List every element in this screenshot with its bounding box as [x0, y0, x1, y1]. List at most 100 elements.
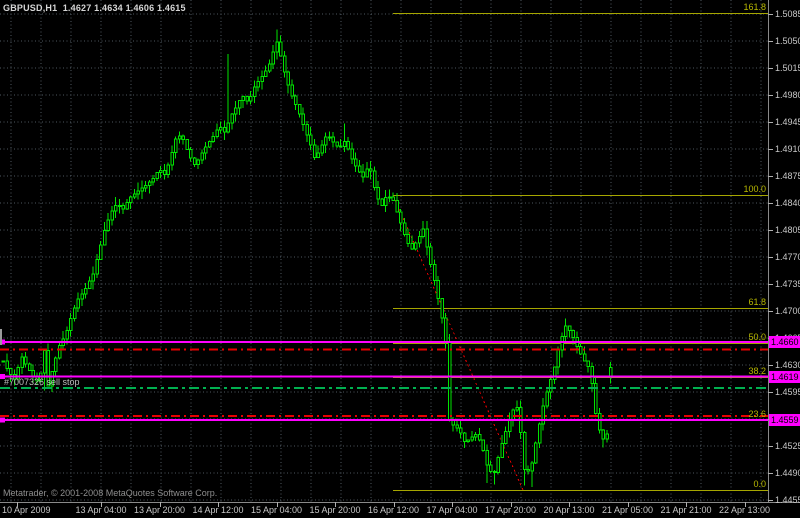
time-axis-tick [394, 502, 395, 507]
price-axis-tick [768, 41, 773, 42]
candle-body [579, 346, 583, 355]
price-axis-tick [768, 68, 773, 69]
price-axis-tick [768, 473, 773, 474]
candle-body [560, 335, 564, 351]
candle-body [27, 363, 32, 371]
line-drag-handle[interactable] [0, 339, 5, 345]
line-drag-handle[interactable] [0, 374, 5, 380]
time-axis-label: 17 Apr 20:00 [484, 505, 537, 515]
candle-body [132, 193, 137, 198]
candle-body [256, 81, 260, 88]
candle-body [117, 204, 122, 207]
candle-body [204, 146, 208, 154]
time-axis-label: 10 Apr 2009 [2, 505, 51, 515]
candle-body [286, 71, 290, 86]
candle-body [496, 456, 500, 474]
price-axis-tick [768, 95, 773, 96]
candle-body [594, 383, 598, 414]
price-axis-label: 1.4945 [775, 117, 800, 127]
candle-body [102, 230, 107, 246]
candle-body [327, 136, 332, 139]
candle-body [69, 318, 73, 331]
price-axis-label: 1.4770 [775, 252, 800, 262]
candle-body [42, 349, 47, 374]
price-axis-label: 1.4805 [775, 225, 800, 235]
candle-body [331, 136, 335, 143]
candle-body [252, 86, 257, 97]
candle-body [282, 55, 287, 73]
candle-body [54, 357, 58, 372]
price-axis-tick [768, 446, 773, 447]
time-axis-label: 15 Apr 04:00 [250, 505, 303, 515]
price-axis-label: 1.5015 [775, 63, 800, 73]
candle-body [534, 442, 538, 464]
price-axis-label: 1.4875 [775, 171, 800, 181]
candle-body [207, 140, 212, 148]
candle-body [215, 129, 219, 138]
candle-body [294, 95, 298, 106]
candle-body [95, 259, 99, 275]
candle-body [372, 170, 377, 188]
candle-body [136, 190, 140, 195]
candle-body [582, 353, 587, 362]
time-axis-tick [335, 502, 336, 507]
candle-body [492, 471, 497, 474]
candle-body [339, 145, 343, 148]
candle-body [601, 429, 605, 440]
time-axis-label: 20 Apr 13:00 [543, 505, 595, 515]
candle-body [87, 280, 92, 289]
candle-body [140, 187, 144, 192]
candle-body [264, 70, 268, 77]
price-axis-tick [768, 311, 773, 312]
candle-body [459, 427, 463, 434]
price-axis-label: 1.4525 [775, 441, 800, 451]
candle-body [402, 222, 407, 236]
candle-body [320, 144, 324, 154]
candle-body [399, 211, 403, 224]
candle-body [196, 159, 200, 166]
time-axis-label: 22 Apr 13:00 [718, 505, 771, 515]
candle-body [177, 135, 182, 140]
fib-level-label: 0.0 [753, 478, 766, 489]
candle-body [470, 436, 474, 441]
price-axis-tick [768, 149, 773, 150]
price-axis-tick [768, 284, 773, 285]
candle-body [489, 464, 493, 473]
candle-body [316, 152, 320, 158]
candle-body [305, 124, 309, 136]
time-axis-tick [569, 502, 570, 507]
candle-body [46, 349, 50, 387]
candle-body [241, 95, 245, 102]
candle-body [192, 157, 197, 166]
candle-body [99, 244, 103, 261]
price-axis-label: 1.5050 [775, 36, 800, 46]
candle-body [151, 177, 155, 183]
line-drag-handle[interactable] [0, 417, 5, 423]
candle-body [226, 122, 230, 133]
chart-plot-area[interactable] [0, 0, 768, 502]
candle-body [76, 298, 80, 309]
time-axis-label: 16 Apr 12:00 [367, 505, 420, 515]
candle-body [455, 424, 459, 429]
candle-body [301, 113, 305, 126]
candle-body [395, 200, 399, 213]
time-axis-tick [745, 502, 746, 507]
price-axis-label: 1.4630 [775, 360, 800, 370]
candle-body [125, 201, 129, 210]
candle-body [155, 172, 159, 179]
candle-body [417, 235, 422, 244]
candle-body [380, 198, 384, 206]
candle-body [110, 210, 114, 221]
price-axis-tick [768, 203, 773, 204]
fib-level-label: 161.8 [743, 2, 766, 13]
candle-body [586, 360, 590, 368]
time-axis-label: 13 Apr 20:00 [133, 505, 186, 515]
candle-body [515, 406, 519, 411]
candle-body [65, 329, 69, 340]
time-axis-tick [511, 502, 512, 507]
candle-body [237, 100, 242, 109]
candle-body [605, 433, 609, 440]
candle-body [114, 204, 118, 212]
candle-body [222, 127, 227, 133]
candle-body [447, 341, 452, 420]
